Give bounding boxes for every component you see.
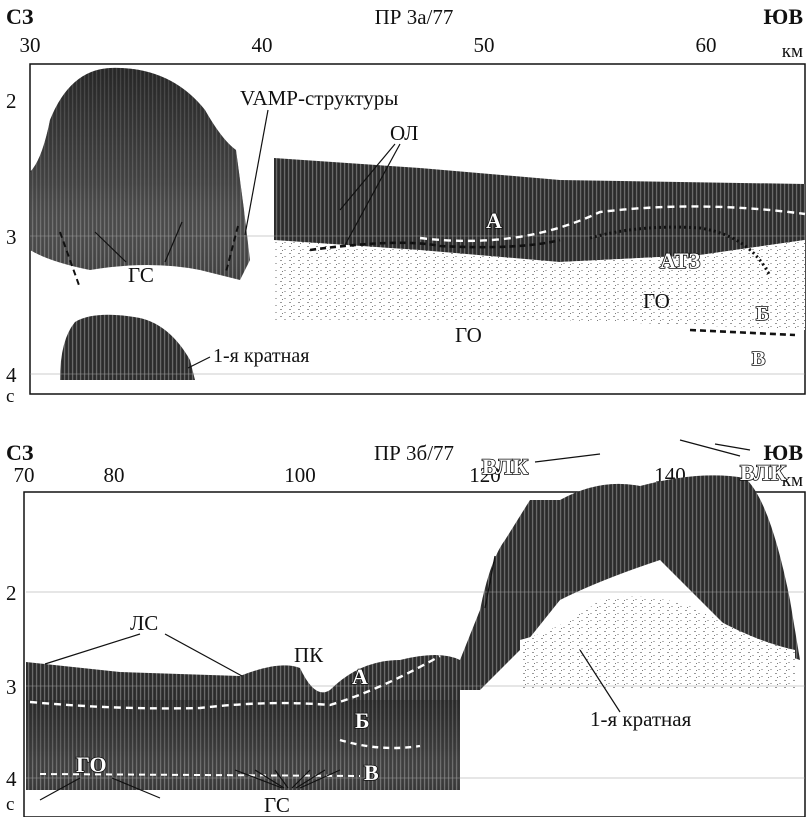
leader-vlk-2b <box>714 443 751 451</box>
label-v: В <box>752 348 765 370</box>
label-go-p2: ГО <box>76 752 107 777</box>
panel1-x-tick: 40 <box>252 33 273 57</box>
horizon-a <box>419 205 806 243</box>
seismic-lower-shade <box>26 700 460 790</box>
label-v-p2: В <box>364 760 379 785</box>
label-multiple: 1-я кратная <box>213 345 309 367</box>
label-b-p2: Б <box>355 708 370 733</box>
leader-vlk-1 <box>484 555 496 609</box>
panel1-right-label: ЮВ <box>764 4 804 29</box>
leader-ol-1 <box>339 143 396 211</box>
panel2-x-tick: 80 <box>104 463 125 487</box>
horizon-v-p2 <box>39 773 361 777</box>
panel-2: СЗ ПР 3б/77 ЮВ км 70 80 100 120 140 2 3 … <box>6 439 806 817</box>
label-gs-p2: ГС <box>264 793 290 817</box>
label-vamp: VAMP-структуры <box>240 86 398 110</box>
leader-gs-p2-3 <box>274 769 289 789</box>
label-a: А <box>486 208 502 233</box>
leader-gs-p2-5 <box>295 769 326 789</box>
label-pk: ПК <box>294 643 324 667</box>
panel1-y-tick: 4 <box>6 363 17 387</box>
label-gs: ГС <box>128 263 154 287</box>
leader-go-1 <box>39 777 81 801</box>
label-go-center: ГО <box>455 323 482 347</box>
seismic-multiple-block <box>60 314 195 380</box>
leader-vlk-1b <box>534 453 601 463</box>
panel-1: СЗ ПР 3а/77 ЮВ км 30 40 50 60 2 3 4 с <box>6 4 806 407</box>
label-atz: АТЗ <box>660 248 701 273</box>
leader-go-2 <box>111 777 161 799</box>
seismic-volcanic-rise <box>460 475 800 690</box>
panel2-unit-s: с <box>6 794 14 815</box>
label-multiple-p2: 1-я кратная <box>590 707 692 731</box>
panel2-title: ПР 3б/77 <box>374 441 454 465</box>
panel2-x-tick: 70 <box>14 463 35 487</box>
label-vlk-right: ВЛК <box>740 460 786 485</box>
panel1-y-tick: 3 <box>6 225 17 249</box>
leader-ls-2 <box>164 633 243 677</box>
panel2-y-tick: 4 <box>6 767 17 791</box>
panel1-y-tick: 2 <box>6 89 17 113</box>
horizon-atz <box>589 225 772 277</box>
seismic-multiple-zone <box>520 596 795 690</box>
panel1-unit-s: с <box>6 386 14 407</box>
panel2-unit-km: км <box>782 470 803 491</box>
leader-vlk-2 <box>679 439 741 457</box>
panel1-left-label: СЗ <box>6 4 34 29</box>
leader-gs-p2-4 <box>291 769 311 789</box>
label-b: Б <box>756 303 769 325</box>
leader-multiple-1 <box>187 356 211 369</box>
leader-multiple-2 <box>579 649 621 713</box>
leader-gs-1 <box>94 231 127 263</box>
horizon-gs-right <box>225 225 239 273</box>
leader-gs-p2-1 <box>234 769 283 789</box>
panel2-x-tick: 120 <box>469 463 501 487</box>
panel1-x-tick: 50 <box>474 33 495 57</box>
seismic-lower <box>274 240 805 330</box>
leader-gs-p2-2 <box>254 769 285 789</box>
panel2-y-tick: 3 <box>6 675 17 699</box>
label-vlk-left: ВЛК <box>482 454 528 479</box>
label-ol: ОЛ <box>390 121 418 145</box>
label-go-right: ГО <box>643 289 670 313</box>
panel2-y-tick: 2 <box>6 581 17 605</box>
panel1-unit-km: км <box>782 41 803 62</box>
panel1-x-tick: 60 <box>696 33 717 57</box>
horizon-ol <box>309 238 561 252</box>
horizon-b <box>689 328 796 337</box>
label-a-p2: А <box>352 664 368 689</box>
panel1-title: ПР 3а/77 <box>375 5 454 29</box>
leader-ls-1 <box>44 633 141 665</box>
label-ls: ЛС <box>130 611 158 635</box>
panel2-left-label: СЗ <box>6 440 34 465</box>
leader-gs-p2-6 <box>299 769 341 789</box>
leader-gs-2 <box>164 221 183 263</box>
panel2-right-label: ЮВ <box>764 440 804 465</box>
horizon-a-p2 <box>29 654 441 710</box>
seismic-dome-shade <box>30 67 250 280</box>
panel1-x-tick: 30 <box>20 33 41 57</box>
leader-vamp <box>244 109 269 236</box>
panel2-x-tick: 100 <box>284 463 316 487</box>
leader-ol-2 <box>344 143 401 246</box>
